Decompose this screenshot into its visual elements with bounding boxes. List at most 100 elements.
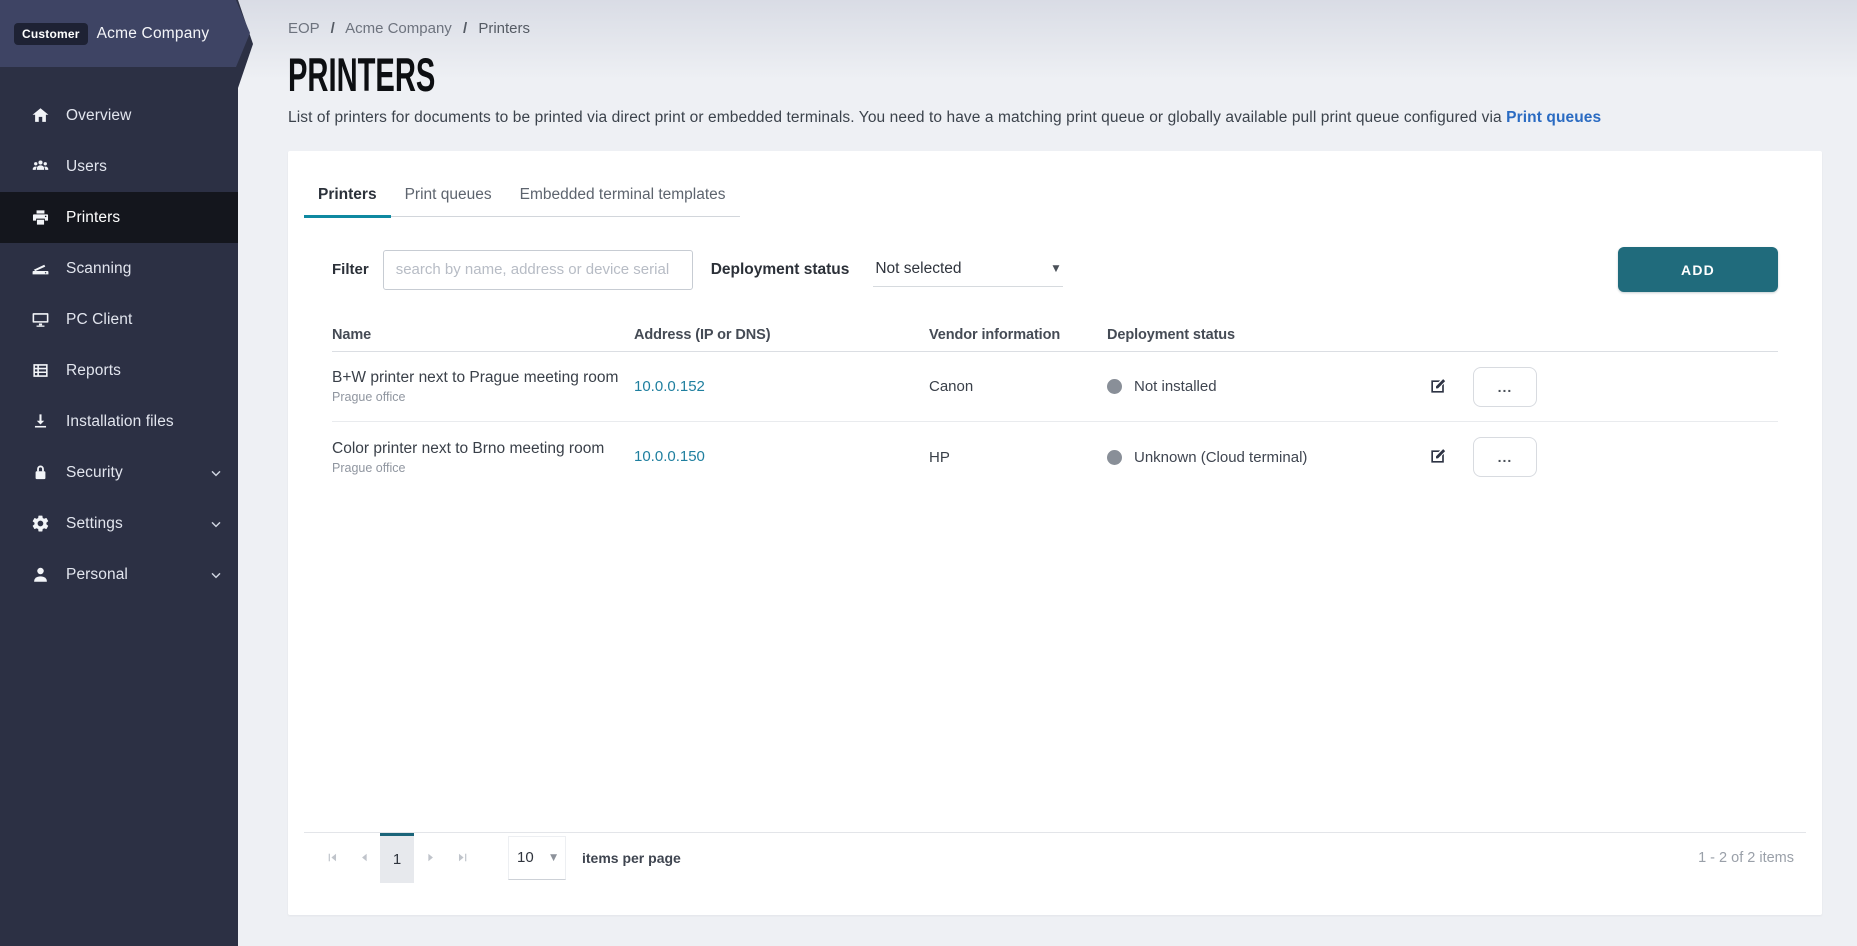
table-row: Color printer next to Brno meeting room … bbox=[332, 422, 1778, 492]
printer-address-link[interactable]: 10.0.0.152 bbox=[634, 377, 705, 395]
sidebar-item-pc-client[interactable]: PC Client bbox=[0, 294, 238, 345]
more-actions-button[interactable]: ... bbox=[1473, 366, 1537, 407]
printer-location: Prague office bbox=[332, 460, 406, 475]
previous-page-icon bbox=[361, 853, 367, 862]
sidebar-item-label: Overview bbox=[66, 106, 132, 124]
column-header-deployment-status: Deployment status bbox=[1107, 326, 1236, 343]
filter-row: Filter Deployment status Not selected ▼ … bbox=[332, 247, 1778, 292]
status-text: Not installed bbox=[1134, 378, 1217, 395]
edit-button[interactable] bbox=[1427, 446, 1449, 468]
next-page-button[interactable] bbox=[414, 833, 446, 883]
printer-location: Prague office bbox=[332, 390, 406, 404]
status-text: Unknown (Cloud terminal) bbox=[1134, 448, 1308, 466]
sidebar-item-label: Personal bbox=[66, 565, 128, 583]
report-table-icon bbox=[30, 361, 50, 381]
page-title: PRINTERS bbox=[288, 48, 436, 101]
sidebar-item-printers[interactable]: Printers bbox=[0, 192, 238, 243]
sidebar-item-users[interactable]: Users bbox=[0, 141, 238, 192]
printer-name: B+W printer next to Prague meeting room bbox=[332, 369, 619, 386]
sidebar-nav: Overview Users Printers Scanning bbox=[0, 90, 238, 600]
search-input[interactable] bbox=[382, 249, 693, 290]
sidebar-item-label: Scanning bbox=[66, 259, 132, 277]
customer-header: Customer Acme Company bbox=[0, 0, 250, 67]
sidebar-item-scanning[interactable]: Scanning bbox=[0, 243, 238, 294]
print-queues-link[interactable]: Print queues bbox=[1506, 109, 1602, 126]
filter-label: Filter bbox=[332, 261, 369, 278]
edit-button[interactable] bbox=[1427, 376, 1449, 398]
page-description: List of printers for documents to be pri… bbox=[288, 109, 1822, 127]
status-dot bbox=[1107, 379, 1122, 394]
last-page-icon bbox=[458, 853, 466, 862]
column-header-name: Name bbox=[332, 326, 372, 343]
more-actions-button[interactable]: ... bbox=[1473, 437, 1537, 477]
sidebar-item-label: Installation files bbox=[66, 412, 174, 430]
edit-pencil-icon bbox=[1431, 449, 1446, 463]
first-page-button[interactable] bbox=[316, 833, 348, 883]
printer-status-cell: Not installed bbox=[1107, 378, 1427, 395]
row-actions: ... bbox=[1427, 437, 1778, 477]
printer-address-link[interactable]: 10.0.0.150 bbox=[634, 448, 705, 465]
last-page-button[interactable] bbox=[446, 833, 478, 883]
sidebar: Customer Acme Company Overview Users bbox=[0, 0, 253, 946]
sidebar-item-reports[interactable]: Reports bbox=[0, 345, 238, 396]
customer-name: Acme Company bbox=[96, 24, 210, 42]
chevron-down-icon bbox=[208, 516, 224, 532]
table-row: B+W printer next to Prague meeting room … bbox=[332, 352, 1778, 422]
printer-name-cell: B+W printer next to Prague meeting room … bbox=[332, 369, 634, 404]
sidebar-item-label: Security bbox=[66, 463, 123, 481]
next-page-icon bbox=[427, 853, 433, 862]
tab-print-queues[interactable]: Print queues bbox=[404, 186, 492, 203]
breadcrumb-link-acme-company[interactable]: Acme Company bbox=[345, 20, 452, 37]
gear-icon bbox=[30, 514, 50, 534]
sidebar-item-label: Printers bbox=[66, 208, 121, 226]
row-actions: ... bbox=[1427, 366, 1778, 407]
status-dot bbox=[1107, 449, 1122, 465]
edit-pencil-icon bbox=[1431, 378, 1446, 393]
breadcrumb-separator: / bbox=[462, 20, 468, 37]
breadcrumb-separator: / bbox=[330, 20, 335, 37]
caret-down-icon: ▼ bbox=[1052, 264, 1060, 274]
page-size-select[interactable]: 10 ▼ bbox=[508, 835, 566, 880]
sidebar-item-overview[interactable]: Overview bbox=[0, 90, 238, 141]
printer-address-cell: 10.0.0.152 bbox=[634, 378, 929, 396]
tab-embedded-terminal-templates[interactable]: Embedded terminal templates bbox=[519, 186, 726, 203]
printer-name: Color printer next to Brno meeting room bbox=[332, 439, 605, 457]
tab-bar: Printers Print queues Embedded terminal … bbox=[304, 177, 740, 218]
add-button[interactable]: ADD bbox=[1618, 247, 1778, 292]
items-range-label: 1 - 2 of 2 items bbox=[1698, 849, 1794, 866]
first-page-icon bbox=[328, 853, 336, 862]
scanner-icon bbox=[30, 259, 50, 279]
caret-down-icon: ▼ bbox=[550, 852, 557, 863]
previous-page-button[interactable] bbox=[348, 833, 380, 883]
printer-name-cell: Color printer next to Brno meeting room … bbox=[332, 440, 634, 475]
customer-badge: Customer bbox=[14, 22, 88, 45]
printers-card: Printers Print queues Embedded terminal … bbox=[288, 151, 1822, 915]
users-icon bbox=[30, 157, 50, 177]
pagination: 1 10 ▼ items per page 1 - 2 of 2 items bbox=[304, 832, 1806, 883]
sidebar-item-security[interactable]: Security bbox=[0, 447, 238, 498]
printer-vendor: HP bbox=[929, 448, 950, 466]
chevron-down-icon bbox=[208, 465, 224, 481]
page-number-button[interactable]: 1 bbox=[380, 832, 414, 883]
sidebar-item-label: Settings bbox=[66, 514, 123, 532]
printer-address-cell: 10.0.0.150 bbox=[634, 448, 929, 466]
sidebar-item-label: PC Client bbox=[66, 310, 133, 328]
tab-printers[interactable]: Printers bbox=[304, 177, 391, 218]
sidebar-item-installation-files[interactable]: Installation files bbox=[0, 396, 238, 447]
breadcrumb-link-eop[interactable]: EOP bbox=[288, 20, 320, 37]
printers-table: Name Address (IP or DNS) Vendor informat… bbox=[332, 318, 1778, 492]
page-description-text: List of printers for documents to be pri… bbox=[288, 109, 1502, 126]
person-icon bbox=[30, 565, 50, 585]
monitor-icon bbox=[30, 310, 50, 330]
deployment-status-select[interactable]: Not selected ▼ bbox=[873, 253, 1064, 287]
sidebar-item-personal[interactable]: Personal bbox=[0, 549, 238, 600]
breadcrumb: EOP / Acme Company / Printers bbox=[288, 20, 1822, 37]
printer-icon bbox=[30, 208, 50, 228]
download-icon bbox=[30, 412, 50, 432]
items-per-page-label: items per page bbox=[582, 849, 681, 866]
lock-icon bbox=[30, 463, 50, 483]
table-header-row: Name Address (IP or DNS) Vendor informat… bbox=[332, 318, 1778, 352]
column-header-address: Address (IP or DNS) bbox=[634, 326, 771, 343]
sidebar-item-settings[interactable]: Settings bbox=[0, 498, 238, 549]
